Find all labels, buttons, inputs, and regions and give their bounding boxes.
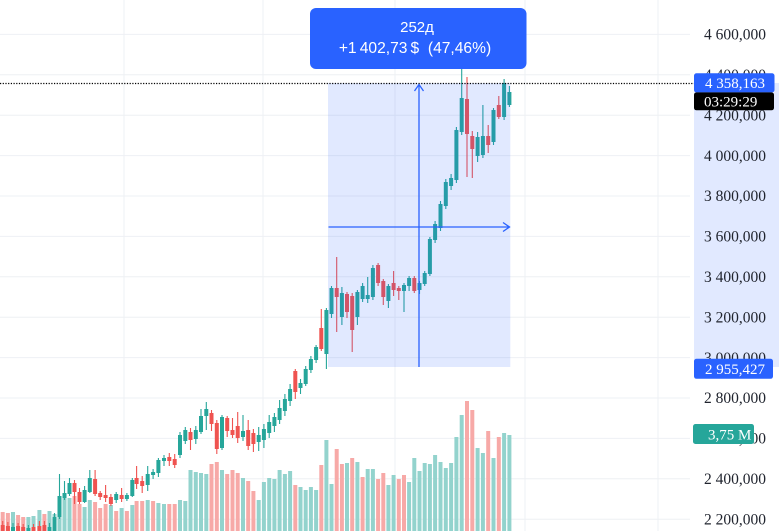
svg-text:2 800,000: 2 800,000 [704,390,766,407]
svg-text:4 600,000: 4 600,000 [704,27,766,44]
svg-text:4 000,000: 4 000,000 [704,148,766,165]
svg-text:2 955,427: 2 955,427 [705,362,766,378]
svg-text:252д: 252д [400,19,434,36]
svg-text:2 200,000: 2 200,000 [704,511,766,528]
svg-text:4 358,163: 4 358,163 [705,76,765,92]
svg-text:3 200,000: 3 200,000 [704,309,766,326]
svg-text:3,75 M: 3,75 M [708,427,751,443]
svg-text:3 800,000: 3 800,000 [704,188,766,205]
svg-text:4 200,000: 4 200,000 [704,107,766,124]
svg-text:+1 402,73 $ (47,46%): +1 402,73 $ (47,46%) [339,40,491,57]
svg-text:3 600,000: 3 600,000 [704,229,766,246]
svg-text:03:29:29: 03:29:29 [704,95,757,111]
svg-text:3 400,000: 3 400,000 [704,269,766,286]
svg-text:2 400,000: 2 400,000 [704,471,766,488]
